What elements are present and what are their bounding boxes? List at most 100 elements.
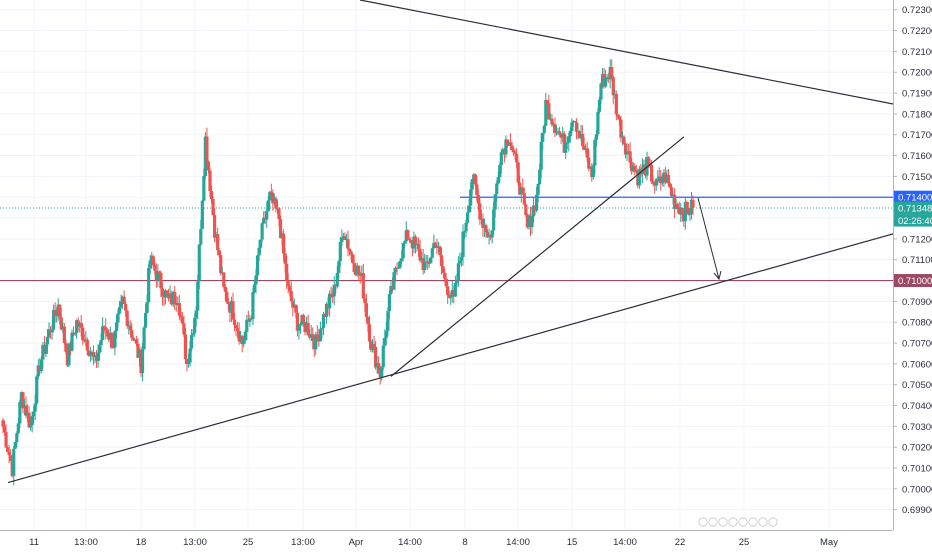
candle-body-down [614, 94, 618, 115]
candle-body-up [297, 325, 301, 331]
candle-body-up [469, 189, 473, 206]
candle-body-down [616, 114, 620, 117]
candle-body-up [96, 352, 100, 361]
candle-body-up [196, 281, 200, 311]
candle-body-down [676, 204, 680, 208]
candle-body-up [144, 312, 148, 328]
projection-arrow [697, 197, 720, 280]
candle-body-up [88, 353, 92, 356]
candle-body-down [585, 148, 589, 158]
x-tick-label: Apr [349, 537, 364, 548]
candle-body-up [493, 194, 497, 210]
event-flag-icon [698, 517, 708, 527]
candle-body-down [286, 280, 290, 287]
candle-body-up [594, 134, 598, 140]
candle-body-down [128, 325, 132, 331]
candle-body-up [33, 403, 37, 412]
candle-body-up [393, 267, 398, 273]
candle-body-down [351, 254, 355, 263]
candle-body-up [328, 293, 332, 309]
event-flag-icon [718, 517, 728, 527]
candle-body-down [444, 278, 448, 287]
candle-body-down [484, 225, 488, 233]
candle-body-down [91, 352, 96, 357]
candle-body-up [12, 448, 16, 476]
candle-body-down [553, 124, 557, 133]
candle-body-down [269, 191, 273, 193]
event-flag-icon [738, 517, 748, 527]
price-tag-last: 0.71348 [898, 204, 932, 215]
event-flag-icon [748, 517, 758, 527]
candle-body-down [62, 326, 66, 344]
candle-body-down [315, 334, 319, 338]
candle-body-up [568, 130, 572, 137]
candle-body-up [188, 348, 192, 363]
candle-body-down [105, 330, 109, 337]
candle-body-down [206, 161, 211, 171]
candle-body-up [340, 237, 344, 242]
candle-body-down [475, 184, 479, 196]
x-tick-label: 13:00 [74, 537, 98, 548]
candle-body-down [205, 136, 209, 162]
candle-body-up [688, 213, 692, 215]
candle-body-up [386, 311, 390, 331]
candle-body-up [245, 319, 249, 332]
candle-body-up [499, 152, 503, 165]
candle-body-up [544, 100, 548, 126]
candle-body-up [148, 260, 152, 268]
candle-body-up [495, 183, 499, 195]
x-tick-label: 15 [567, 537, 578, 548]
candle-body-up [593, 139, 597, 166]
candle-body-up [383, 337, 387, 346]
candle-body-up [599, 83, 603, 100]
candle-body-up [427, 262, 431, 264]
candle-body-down [102, 326, 106, 328]
candle-body-up [554, 132, 559, 134]
candle-body-up [498, 164, 502, 178]
candle-body-up [266, 200, 270, 212]
candle-body-up [55, 315, 59, 317]
candle-body-up [429, 257, 433, 263]
ascending-trendline-lower [7, 233, 894, 484]
candle-body-down [628, 151, 632, 163]
candle-body-up [257, 247, 261, 256]
candle-body-down [441, 266, 445, 274]
candle-body-up [101, 326, 105, 341]
candle-body-up [400, 258, 404, 261]
candle-body-up [381, 345, 385, 368]
descending-trendline [359, 0, 894, 105]
candle-body-down [282, 233, 286, 254]
candle-body-down [306, 323, 310, 336]
candle-body-down [329, 293, 333, 297]
candle-body-down [545, 100, 549, 104]
candle-body-up [567, 136, 571, 143]
candle-body-down [27, 412, 31, 428]
candle-body-up [504, 139, 508, 155]
candle-body-up [191, 333, 195, 335]
candle-body-up [384, 330, 388, 338]
candle-body-down [481, 218, 485, 228]
candle-body-up [30, 416, 34, 426]
candle-body-up [116, 313, 120, 323]
candle-body-up [565, 142, 569, 144]
candle-body-up [186, 362, 191, 364]
candle-body-down [686, 208, 690, 215]
candle-body-up [591, 165, 595, 178]
candle-body-down [439, 255, 444, 267]
candle-body-down [619, 119, 623, 138]
candle-body-up [470, 179, 474, 190]
candle-body-down [361, 273, 365, 299]
candle-body-down [130, 330, 134, 338]
candle-body-down [573, 121, 577, 123]
candle-body-up [18, 401, 22, 424]
candle-body-down [331, 296, 335, 298]
candle-body-up [314, 334, 318, 350]
price-tag-resistance: 0.71400 [898, 193, 932, 204]
candle-body-up [140, 349, 145, 374]
candle-body-up [98, 345, 102, 353]
candle-body-down [510, 145, 514, 150]
